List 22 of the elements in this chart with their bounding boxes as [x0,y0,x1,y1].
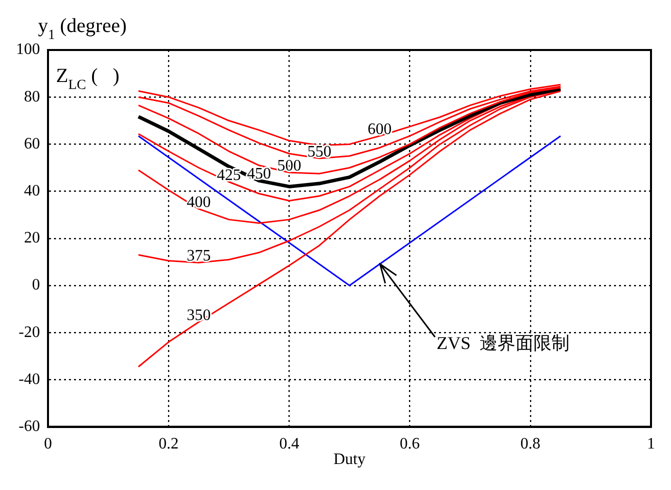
y-tick-label: 60 [24,135,40,152]
y-tick-label: 20 [24,230,40,247]
x-tick-label: 0.4 [279,436,300,453]
annotation: 375 [186,248,211,265]
annotation: 600 [368,120,392,138]
y-tick-label: 100 [16,41,40,58]
annotation: 400 [186,194,211,211]
x-axis-title: Duty [334,450,366,468]
x-tick-label: 0.6 [400,436,420,453]
y-tick-label: 80 [24,88,40,106]
x-tick-label: 0.2 [158,436,179,453]
y-tick-label: -40 [18,370,40,388]
annotation: 500 [277,157,302,174]
y-tick-label: -60 [18,418,40,436]
x-tick-label: 0 [44,436,52,453]
x-tick-label: 1 [647,436,655,453]
x-tick-label: 0.8 [520,436,540,453]
annotation: 350 [186,307,211,324]
y-tick-label: 40 [24,182,40,200]
annotation: 550 [307,143,332,160]
y-tick-label: -20 [18,324,40,341]
y-tick-label: 0 [32,276,40,294]
